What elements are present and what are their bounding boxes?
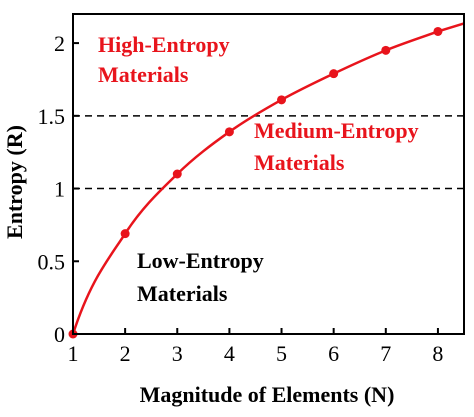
reference-lines bbox=[73, 115, 464, 190]
data-point-4 bbox=[277, 95, 287, 105]
data-point-6 bbox=[381, 45, 391, 55]
annotation-medium-line-1: Medium-Entropy bbox=[254, 118, 419, 143]
data-point-3 bbox=[224, 127, 234, 137]
annotation-high-entropy: High-Entropy Materials bbox=[98, 32, 230, 87]
y-axis-ticks: 0 0.5 1 1.5 2 bbox=[38, 31, 79, 347]
annotation-low-line-2: Materials bbox=[137, 281, 228, 306]
data-point-7 bbox=[433, 26, 443, 36]
x-tick-label-7: 8 bbox=[432, 341, 443, 366]
annotation-low-entropy: Low-Entropy Materials bbox=[137, 248, 264, 306]
plot-frame bbox=[72, 13, 465, 335]
y-tick-label-0: 0 bbox=[54, 322, 65, 347]
annotation-medium-entropy: Medium-Entropy Materials bbox=[254, 118, 419, 175]
data-point-5 bbox=[329, 69, 339, 79]
annotation-high-line-2: Materials bbox=[98, 62, 189, 87]
data-point-2 bbox=[172, 169, 182, 179]
x-tick-label-0: 1 bbox=[68, 341, 79, 366]
annotation-medium-line-2: Materials bbox=[254, 150, 345, 175]
y-axis-title: Entropy (R) bbox=[2, 125, 27, 239]
x-axis-title: Magnitude of Elements (N) bbox=[140, 382, 395, 407]
x-tick-label-5: 6 bbox=[328, 341, 339, 366]
data-points bbox=[68, 26, 443, 339]
x-axis-ticks: 1 2 3 4 5 6 7 8 bbox=[68, 328, 443, 366]
y-tick-label-3: 1.5 bbox=[38, 104, 66, 129]
annotation-high-line-1: High-Entropy bbox=[98, 32, 230, 57]
x-tick-label-6: 7 bbox=[380, 341, 391, 366]
x-tick-label-1: 2 bbox=[120, 341, 131, 366]
x-tick-label-4: 5 bbox=[276, 341, 287, 366]
y-tick-label-4: 2 bbox=[54, 31, 65, 56]
y-tick-label-1: 0.5 bbox=[38, 249, 66, 274]
y-tick-label-2: 1 bbox=[54, 177, 65, 202]
x-tick-label-2: 3 bbox=[172, 341, 183, 366]
data-point-1 bbox=[120, 229, 130, 239]
annotation-low-line-1: Low-Entropy bbox=[137, 248, 264, 273]
x-tick-label-3: 4 bbox=[224, 341, 235, 366]
